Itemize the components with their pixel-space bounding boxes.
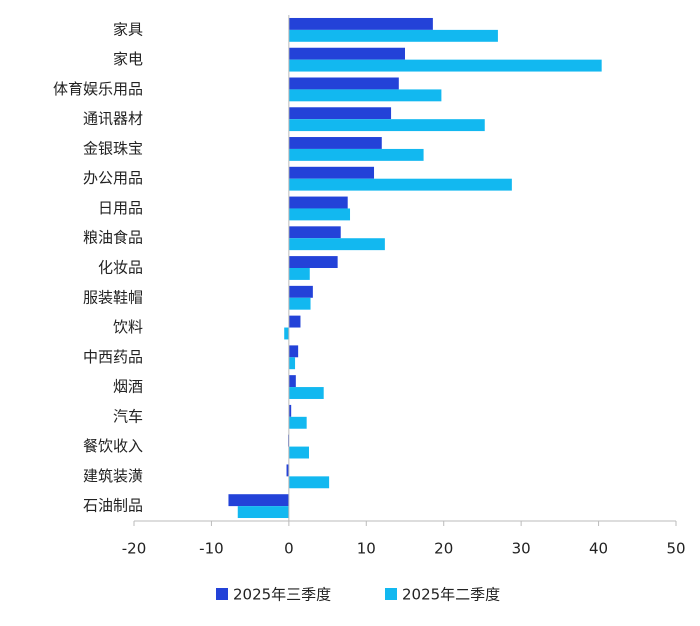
bar [288, 375, 296, 388]
y-tick-label: 汽车 [113, 407, 143, 425]
x-tick-label: 40 [589, 540, 608, 558]
y-tick-label: 服装鞋帽 [83, 288, 143, 306]
x-tick-label: 50 [666, 540, 685, 558]
y-tick-label: 粮油食品 [83, 229, 143, 247]
y-tick-label: 家电 [113, 50, 143, 68]
y-tick-label: 石油制品 [83, 497, 143, 515]
bar [288, 357, 296, 370]
y-tick-label: 办公用品 [83, 169, 143, 187]
y-tick-label: 餐饮收入 [83, 437, 143, 455]
bar [288, 315, 301, 328]
bar [288, 107, 392, 120]
bar [288, 148, 424, 161]
bar [288, 119, 485, 132]
bar [288, 77, 399, 90]
bar [288, 268, 310, 280]
bar [288, 166, 375, 179]
y-tick-label: 饮料 [113, 318, 143, 336]
legend-label: 2025年三季度 [233, 586, 331, 604]
x-tick-label: 0 [284, 540, 294, 558]
bar [288, 59, 602, 72]
bar [288, 387, 324, 399]
bar [288, 476, 330, 489]
x-tick-label: -20 [122, 540, 147, 558]
bar [286, 464, 289, 477]
x-tick-label: 10 [357, 540, 376, 558]
y-tick-label: 金银珠宝 [83, 139, 143, 157]
legend-label: 2025年二季度 [402, 586, 500, 604]
bar [288, 416, 307, 429]
bar [288, 404, 292, 417]
y-tick-label: 化妆品 [98, 259, 143, 277]
y-tick-label: 建筑装潢 [83, 467, 143, 485]
bar [288, 196, 348, 209]
bar [288, 137, 382, 149]
x-tick-label: -10 [199, 540, 224, 558]
bar [237, 506, 289, 519]
bar [228, 494, 289, 507]
legend-swatch [216, 588, 228, 600]
bar [288, 226, 341, 239]
y-tick-label: 烟酒 [113, 378, 143, 396]
bar [288, 208, 351, 221]
bar [288, 29, 498, 42]
y-tick-label: 通讯器材 [83, 110, 143, 128]
bar [288, 446, 309, 459]
bar [288, 89, 442, 102]
bar [288, 178, 512, 191]
bar [288, 47, 405, 60]
y-tick-label: 体育娱乐用品 [53, 80, 143, 98]
bar [288, 297, 311, 310]
legend-swatch [385, 588, 397, 600]
y-tick-label: 日用品 [98, 199, 143, 217]
bar [284, 327, 289, 340]
x-tick-label: 30 [512, 540, 531, 558]
bar [288, 285, 313, 298]
x-tick-label: 20 [434, 540, 453, 558]
y-tick-label: 中西药品 [83, 348, 143, 366]
bar [288, 345, 299, 358]
bar [288, 17, 433, 30]
bar [288, 256, 338, 268]
y-tick-label: 家具 [113, 20, 143, 38]
bar [288, 238, 385, 251]
